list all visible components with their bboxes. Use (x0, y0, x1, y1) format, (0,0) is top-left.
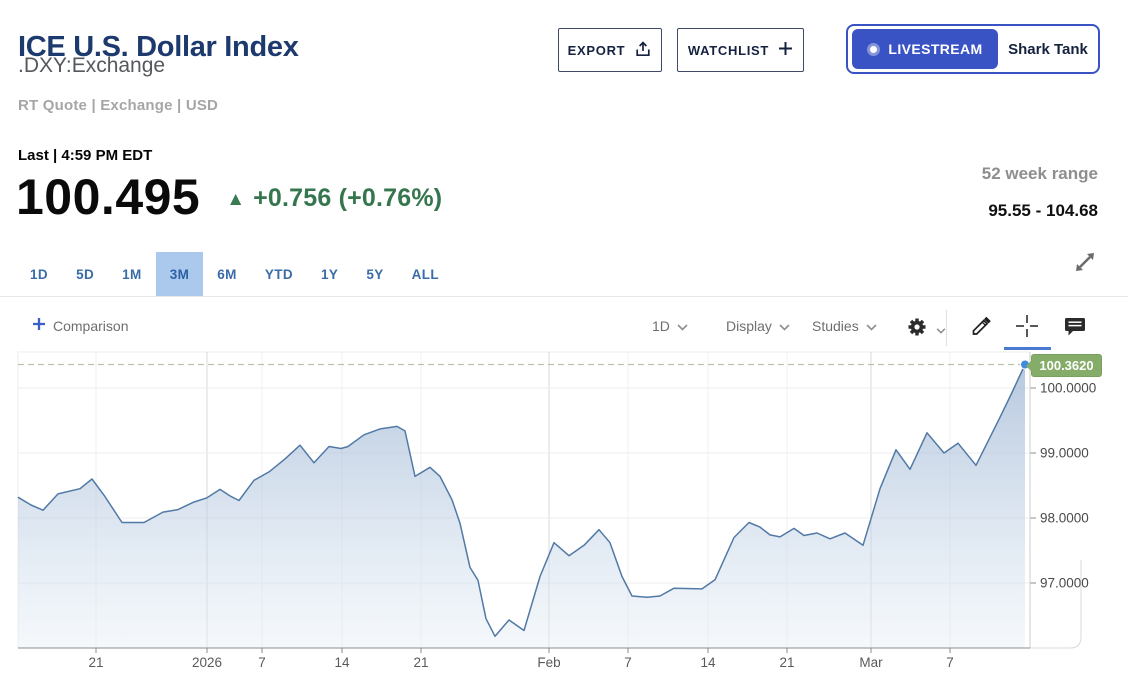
diagonal-expand-arrows-icon (1070, 253, 1100, 280)
svg-text:7: 7 (258, 655, 266, 670)
chevron-down-icon (779, 318, 790, 334)
plus-icon (32, 317, 46, 334)
section-divider (0, 296, 1128, 297)
svg-text:Mar: Mar (859, 655, 883, 670)
studies-label: Studies (812, 318, 859, 334)
svg-text:21: 21 (779, 655, 794, 670)
watchlist-button[interactable]: WATCHLIST (677, 28, 804, 72)
tab-5y[interactable]: 5Y (352, 252, 397, 296)
svg-text:100.0000: 100.0000 (1040, 381, 1096, 396)
svg-text:99.0000: 99.0000 (1040, 446, 1089, 461)
export-button-label: EXPORT (567, 42, 626, 58)
live-dot-icon (867, 42, 881, 56)
price-row: 100.495 ▲ +0.756 (+0.76%) (16, 168, 442, 226)
price-value: 100.495 (16, 169, 201, 225)
livestream-label: LIVESTREAM (888, 41, 983, 57)
tab-1m[interactable]: 1M (108, 252, 156, 296)
week-range-label: 52 week range (981, 164, 1098, 183)
expand-chart-button[interactable] (1064, 246, 1098, 280)
last-timestamp: Last | 4:59 PM EDT (18, 147, 153, 164)
draw-tool-button[interactable] (963, 312, 1000, 342)
svg-text:7: 7 (946, 655, 954, 670)
page-title: ICE U.S. Dollar Index (18, 31, 299, 64)
livestream-container: LIVESTREAM Shark Tank (846, 24, 1100, 74)
interval-value: 1D (652, 318, 670, 334)
svg-text:2026: 2026 (192, 655, 222, 670)
shark-tank-label[interactable]: Shark Tank (1008, 40, 1088, 58)
quote-meta: RT Quote | Exchange | USD (18, 97, 219, 114)
studies-dropdown[interactable]: Studies (806, 317, 883, 335)
comparison-label: Comparison (53, 317, 129, 334)
svg-text:98.0000: 98.0000 (1040, 511, 1089, 526)
plus-icon (778, 41, 793, 59)
tab-all[interactable]: ALL (398, 252, 453, 296)
tab-1d[interactable]: 1D (16, 252, 62, 296)
up-triangle-icon: ▲ (226, 189, 246, 210)
watchlist-button-label: WATCHLIST (687, 42, 770, 58)
svg-text:21: 21 (413, 655, 428, 670)
symbol-subtitle: .DXY:Exchange (18, 54, 166, 77)
svg-text:14: 14 (334, 655, 350, 670)
comparison-button[interactable]: Comparison (26, 316, 134, 335)
svg-text:Feb: Feb (537, 655, 560, 670)
chevron-down-icon (677, 318, 688, 334)
week-range-value: 95.55 - 104.68 (988, 201, 1098, 220)
crosshair-icon (1014, 313, 1040, 342)
active-tool-indicator (1004, 347, 1051, 350)
export-icon (634, 40, 652, 61)
price-change: +0.756 (+0.76%) (253, 184, 443, 212)
svg-text:21: 21 (88, 655, 103, 670)
annotation-panel-button[interactable] (1056, 313, 1094, 342)
svg-text:14: 14 (700, 655, 716, 670)
pencil-icon (969, 313, 994, 341)
display-dropdown[interactable]: Display (720, 317, 796, 335)
chevron-down-icon (866, 318, 877, 334)
svg-text:7: 7 (624, 655, 632, 670)
tab-ytd[interactable]: YTD (251, 252, 307, 296)
crosshair-tool-button[interactable] (1008, 312, 1046, 343)
gear-icon (905, 315, 929, 342)
annotation-panel-icon (1062, 314, 1088, 341)
chart-settings-button[interactable] (899, 314, 952, 343)
display-label: Display (726, 318, 772, 334)
interval-dropdown[interactable]: 1D (646, 317, 694, 335)
tab-5d[interactable]: 5D (62, 252, 108, 296)
toolbar-divider (946, 310, 947, 346)
last-price-badge: 100.3620 (1031, 354, 1102, 377)
chevron-down-icon (936, 321, 946, 337)
export-button[interactable]: EXPORT (558, 28, 662, 72)
tab-1y[interactable]: 1Y (307, 252, 352, 296)
range-tabs: 1D 5D 1M 3M 6M YTD 1Y 5Y ALL (16, 252, 453, 296)
svg-text:97.0000: 97.0000 (1040, 576, 1089, 591)
tab-6m[interactable]: 6M (203, 252, 251, 296)
tab-3m[interactable]: 3M (155, 252, 204, 296)
livestream-button[interactable]: LIVESTREAM (852, 29, 998, 69)
